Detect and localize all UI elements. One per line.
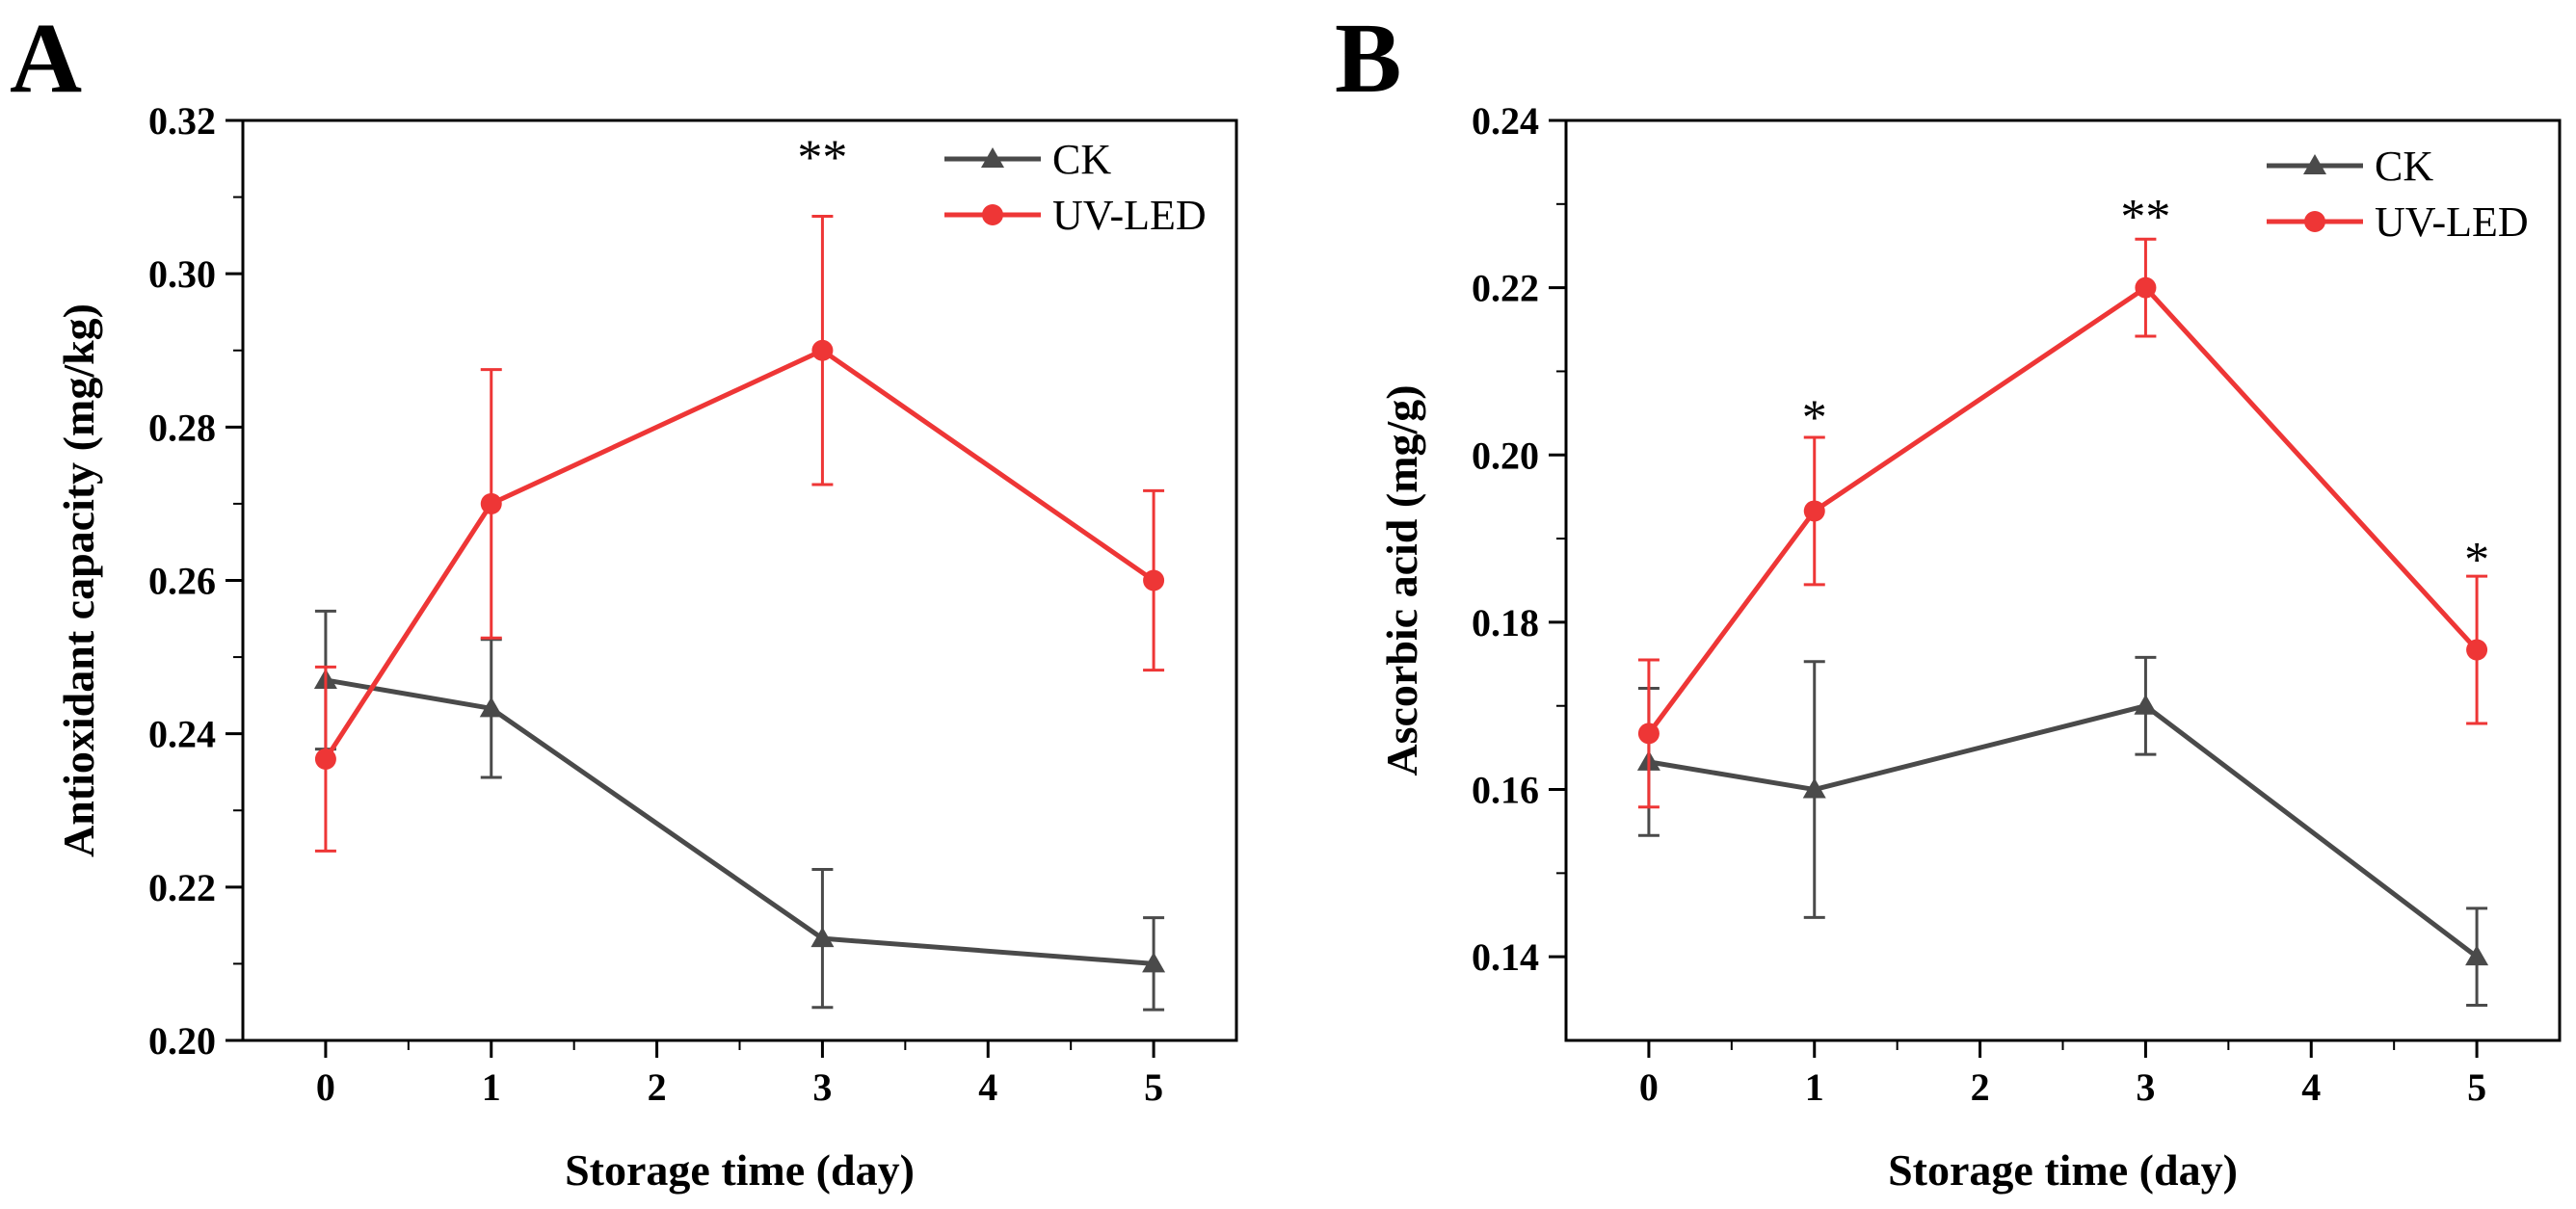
series-line-uv-led [323, 348, 1155, 761]
series-line-ck [1648, 703, 2479, 959]
x-tick-label: 1 [1805, 1065, 1824, 1109]
data-point-ck [1802, 777, 1826, 799]
series-line-uv-led [1646, 285, 2479, 735]
x-tick-label: 4 [2301, 1065, 2321, 1109]
y-tick-label: 0.24 [148, 713, 216, 756]
data-point-ck [2465, 945, 2489, 966]
y-tick-label: 0.32 [148, 99, 216, 143]
x-tick-label: 3 [2136, 1065, 2155, 1109]
data-point-ck [479, 696, 503, 718]
significance-annotation: * [2464, 533, 2489, 588]
legend-label-uv-led: UV-LED [2375, 198, 2529, 246]
x-tick-label: 2 [648, 1065, 667, 1109]
data-point-uv-led [2466, 639, 2488, 661]
y-axis-title: Ascorbic acid (mg/g) [1377, 384, 1426, 775]
significance-annotation: * [1802, 391, 1827, 446]
legend-marker-ck [2303, 154, 2326, 174]
x-tick-label: 5 [1144, 1065, 1163, 1109]
data-point-uv-led [314, 748, 336, 770]
legend-marker-uv-led [982, 204, 1003, 225]
y-tick-label: 0.26 [148, 560, 216, 603]
y-tick-label: 0.14 [1472, 935, 1539, 979]
significance-annotation: ** [797, 131, 847, 186]
data-point-uv-led [1637, 723, 1660, 745]
series-line-ck [325, 677, 1155, 966]
y-tick-label: 0.20 [148, 1019, 216, 1063]
chart-panel-b: B 0 1 2 3 4 5 0.14 0.16 0.18 0.20 0.22 0.24 Storage t… [1335, 3, 2562, 1195]
x-tick-label: 3 [812, 1065, 832, 1109]
x-axis-title: Storage time (day) [565, 1145, 915, 1195]
panel-label: B [1335, 3, 1401, 114]
x-tick-label: 1 [482, 1065, 501, 1109]
legend-marker-uv-led [2304, 211, 2325, 232]
x-axis-title: Storage time (day) [1888, 1145, 2238, 1195]
significance-annotation: ** [2120, 190, 2170, 245]
y-tick-label: 0.16 [1472, 769, 1539, 812]
x-tick-label: 5 [2467, 1065, 2486, 1109]
x-tick-label: 4 [978, 1065, 997, 1109]
axes-frame [241, 118, 1238, 1042]
data-point-uv-led [480, 492, 502, 514]
x-tick-label: 0 [316, 1065, 335, 1109]
y-tick-label: 0.24 [1472, 99, 1539, 143]
legend-label-ck: CK [2375, 143, 2433, 190]
y-tick-label: 0.20 [1472, 434, 1539, 477]
y-tick-label: 0.18 [1472, 601, 1539, 644]
y-tick-label: 0.22 [1472, 267, 1539, 310]
legend-marker-ck [981, 147, 1004, 168]
data-point-ck [2134, 694, 2158, 715]
y-tick-label: 0.30 [148, 252, 216, 296]
data-point-uv-led [2135, 276, 2157, 299]
panel-label: A [10, 3, 82, 114]
y-axis-title: Antioxidant capacity (mg/kg) [54, 303, 103, 857]
x-tick-label: 2 [1971, 1065, 1990, 1109]
data-point-uv-led [1143, 569, 1165, 591]
data-point-ck [1142, 952, 1166, 973]
data-point-ck [810, 927, 835, 948]
x-tick-label: 0 [1639, 1065, 1659, 1109]
legend-label-uv-led: UV-LED [1052, 192, 1207, 239]
y-tick-label: 0.22 [148, 866, 216, 909]
y-tick-label: 0.28 [148, 406, 216, 449]
data-point-uv-led [1803, 500, 1825, 522]
data-point-uv-led [811, 339, 834, 361]
legend-label-ck: CK [1052, 136, 1111, 183]
chart-panel-a: A 0 1 2 3 4 5 0.20 0.22 0.24 0.26 0.28 0.30 0.32 Stora… [10, 3, 1238, 1195]
